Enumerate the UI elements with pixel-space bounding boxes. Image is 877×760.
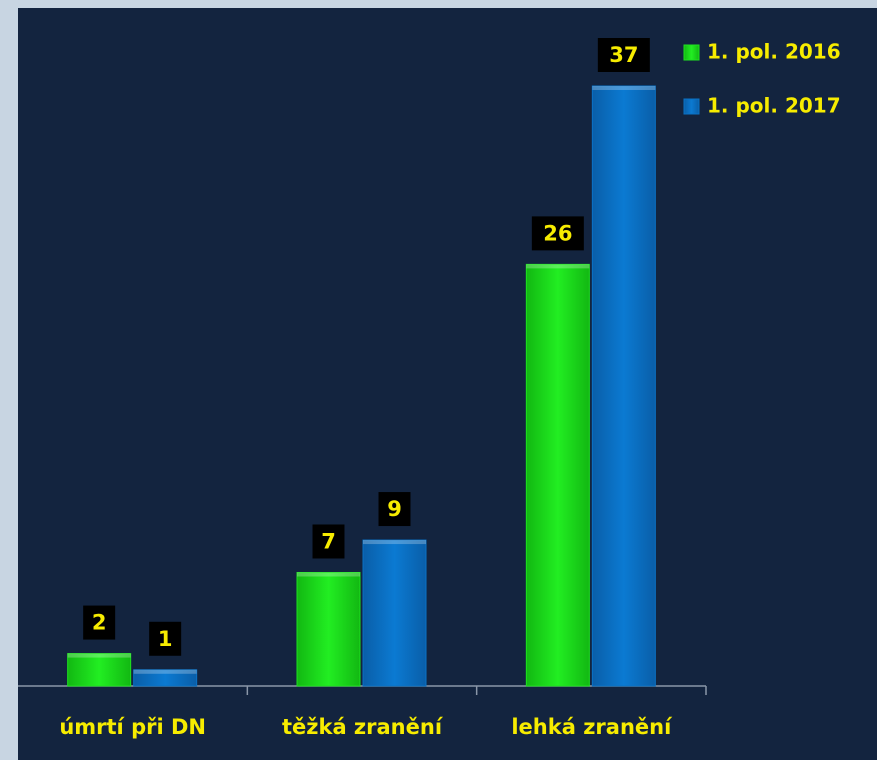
bar-cap bbox=[67, 653, 131, 658]
value-label-box bbox=[312, 524, 345, 559]
bar-cap bbox=[592, 86, 656, 90]
value-label: 37 bbox=[609, 43, 638, 67]
bar-cap bbox=[363, 540, 426, 545]
legend-label: 1. pol. 2016 bbox=[707, 40, 841, 64]
legend-label: 1. pol. 2017 bbox=[707, 94, 841, 118]
bar bbox=[133, 669, 198, 687]
bar-cap bbox=[133, 669, 197, 674]
bar bbox=[296, 571, 361, 687]
x-tick-label: těžká zranění bbox=[282, 715, 444, 739]
legend-swatch bbox=[683, 98, 700, 115]
legend-swatch bbox=[683, 44, 700, 61]
value-label: 26 bbox=[543, 221, 572, 245]
x-tick-label: úmrtí při DN bbox=[59, 715, 206, 739]
bar-cap bbox=[526, 264, 590, 269]
value-label: 9 bbox=[387, 497, 402, 521]
value-label: 2 bbox=[92, 611, 107, 635]
value-label: 7 bbox=[321, 529, 336, 553]
value-label-box bbox=[531, 216, 584, 251]
bar bbox=[362, 539, 427, 687]
value-label-box bbox=[597, 38, 650, 72]
plot-background bbox=[18, 8, 877, 760]
bar bbox=[67, 653, 132, 687]
value-label: 1 bbox=[158, 627, 173, 651]
x-tick-label: lehká zranění bbox=[511, 715, 673, 739]
bar-cap bbox=[297, 572, 360, 577]
value-label-box bbox=[149, 621, 182, 656]
value-label-box bbox=[83, 605, 116, 640]
bar bbox=[525, 263, 590, 687]
value-label-box bbox=[378, 492, 411, 527]
bar bbox=[591, 85, 656, 687]
